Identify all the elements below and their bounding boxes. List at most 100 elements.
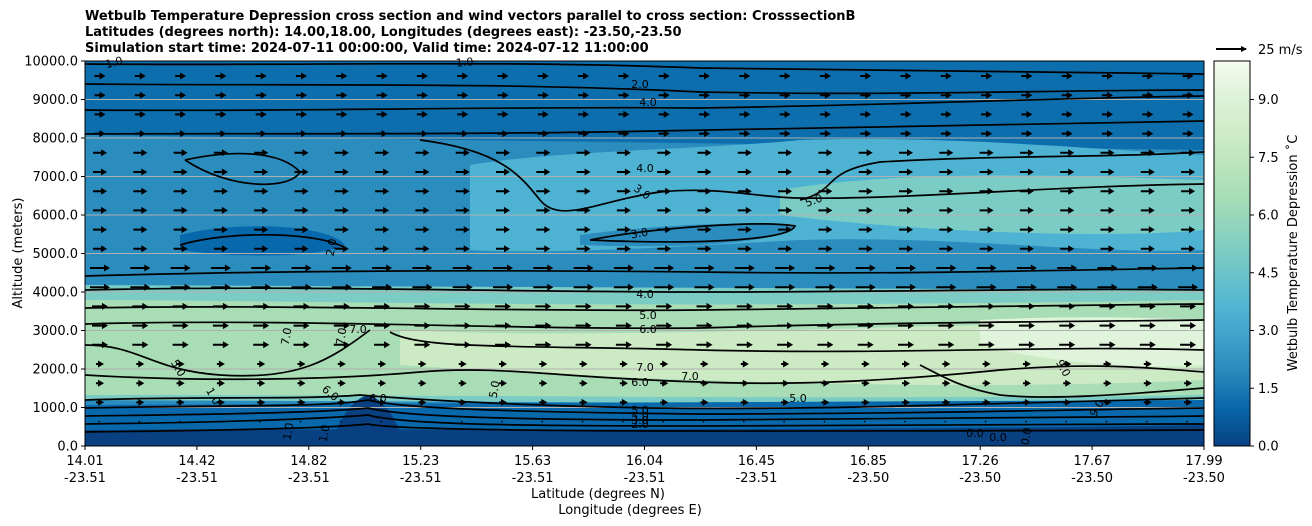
wind-vector bbox=[173, 187, 188, 195]
wind-vector bbox=[1021, 72, 1033, 80]
contour-line bbox=[85, 394, 1204, 410]
wind-vectors bbox=[90, 72, 1199, 423]
x-tick-label-lat: 16.04 bbox=[626, 454, 663, 469]
wind-vector bbox=[777, 322, 794, 330]
title-line-2: Latitudes (degrees north): 14.00,18.00, … bbox=[85, 25, 682, 40]
contour-line bbox=[85, 414, 1204, 427]
wind-vector bbox=[778, 206, 793, 214]
wind-vector bbox=[1142, 110, 1154, 118]
colorbar-tick-label: 0.0 bbox=[1258, 440, 1279, 455]
wind-vector bbox=[334, 168, 349, 176]
wind-vector bbox=[493, 283, 513, 291]
wind-vector bbox=[294, 245, 309, 253]
wind-vector bbox=[656, 322, 673, 330]
wind-vector bbox=[536, 149, 551, 157]
wind-vector bbox=[537, 110, 549, 118]
contour-label: 6.0 bbox=[631, 376, 649, 389]
wind-vector bbox=[942, 379, 951, 387]
wind-vector bbox=[213, 168, 228, 176]
wind-vector bbox=[1016, 264, 1037, 272]
wind-vector bbox=[902, 360, 910, 368]
wind-vector bbox=[1100, 245, 1115, 253]
wind-vector bbox=[781, 379, 790, 387]
x-tick-label-lon: -23.50 bbox=[959, 471, 1001, 486]
wind-vector bbox=[1099, 341, 1116, 349]
wind-vector bbox=[618, 110, 630, 118]
wind-vector bbox=[455, 245, 470, 253]
contour-line bbox=[85, 62, 1204, 75]
wind-vector bbox=[781, 360, 790, 368]
wind-vector bbox=[860, 130, 872, 138]
wind-vector bbox=[1018, 322, 1035, 330]
contour-label: 5.0 bbox=[631, 410, 649, 423]
wind-vector bbox=[175, 72, 187, 80]
wind-vector bbox=[457, 130, 469, 138]
wind-vector bbox=[254, 206, 269, 214]
wind-vector bbox=[658, 72, 670, 80]
contour-line bbox=[85, 319, 1204, 330]
wind-vector bbox=[1103, 398, 1112, 406]
wind-vector bbox=[251, 283, 272, 291]
wind-vector bbox=[1060, 226, 1075, 234]
wind-vector bbox=[495, 341, 511, 349]
contour-label: 5.0 bbox=[487, 380, 503, 399]
y-axis: 0.0 1000.0 2000.0 3000.0 4000.0 5000.0 6000.0 7… bbox=[24, 55, 85, 455]
wind-vector bbox=[255, 72, 267, 80]
wind-vector bbox=[1180, 302, 1197, 310]
wind-vector bbox=[1184, 379, 1193, 387]
wind-vector bbox=[860, 110, 872, 118]
x-tick-label-lat: 17.99 bbox=[1185, 454, 1222, 469]
wind-vector bbox=[818, 187, 833, 195]
y-axis-label: Altitude (meters) bbox=[11, 198, 26, 309]
field-left-dark bbox=[85, 155, 463, 262]
wind-vector bbox=[657, 168, 672, 176]
wind-vector bbox=[694, 264, 715, 272]
contour-label: 5.0 bbox=[803, 192, 824, 210]
contour-label: 2.0 bbox=[631, 78, 649, 91]
wind-vector bbox=[858, 187, 873, 195]
wind-vector bbox=[333, 322, 350, 330]
wind-vector bbox=[576, 187, 591, 195]
wind-vector bbox=[575, 322, 592, 330]
wind-vector bbox=[860, 91, 872, 99]
wind-vector bbox=[132, 341, 149, 349]
wind-vector bbox=[818, 149, 833, 157]
wind-vector bbox=[1142, 72, 1154, 80]
contour-line bbox=[179, 233, 346, 249]
wind-vector bbox=[133, 226, 148, 234]
wind-vector bbox=[1140, 206, 1155, 214]
wind-vector bbox=[857, 302, 874, 310]
wind-vector bbox=[418, 379, 427, 387]
wind-vector bbox=[536, 168, 551, 176]
contour-line bbox=[85, 407, 1204, 421]
wind-vector bbox=[293, 322, 310, 330]
wind-vector bbox=[858, 206, 873, 214]
wind-vector bbox=[94, 91, 106, 99]
wind-vector bbox=[616, 206, 631, 214]
wind-vector bbox=[375, 206, 390, 214]
wind-vector bbox=[940, 110, 952, 118]
wind-vector bbox=[1102, 130, 1113, 138]
wind-vector bbox=[1143, 360, 1152, 368]
wind-vector bbox=[700, 360, 709, 368]
contour-label: 5.0 bbox=[789, 392, 807, 405]
wind-vector bbox=[982, 379, 991, 387]
wind-vector bbox=[173, 226, 188, 234]
wind-vector bbox=[375, 226, 390, 234]
y-tick-label: 10000.0 bbox=[24, 55, 78, 70]
wind-vector bbox=[539, 398, 548, 406]
y-tick-label: 3000.0 bbox=[33, 324, 79, 339]
x-tick-label-lon: -23.50 bbox=[1071, 471, 1113, 486]
contour-line bbox=[85, 399, 1204, 415]
wind-vector bbox=[94, 110, 106, 118]
wind-vector bbox=[660, 379, 669, 387]
wind-vector bbox=[740, 360, 749, 368]
wind-vector bbox=[939, 245, 954, 253]
wind-vector bbox=[1100, 168, 1115, 176]
wind-vector bbox=[455, 187, 470, 195]
wind-vector bbox=[656, 302, 673, 310]
wind-vector bbox=[296, 91, 307, 99]
colorbar-label: Wetbulb Temperature Depression ˚C bbox=[1285, 135, 1301, 372]
contour-label: 0.0 bbox=[1019, 427, 1035, 446]
wind-vector bbox=[255, 110, 267, 118]
